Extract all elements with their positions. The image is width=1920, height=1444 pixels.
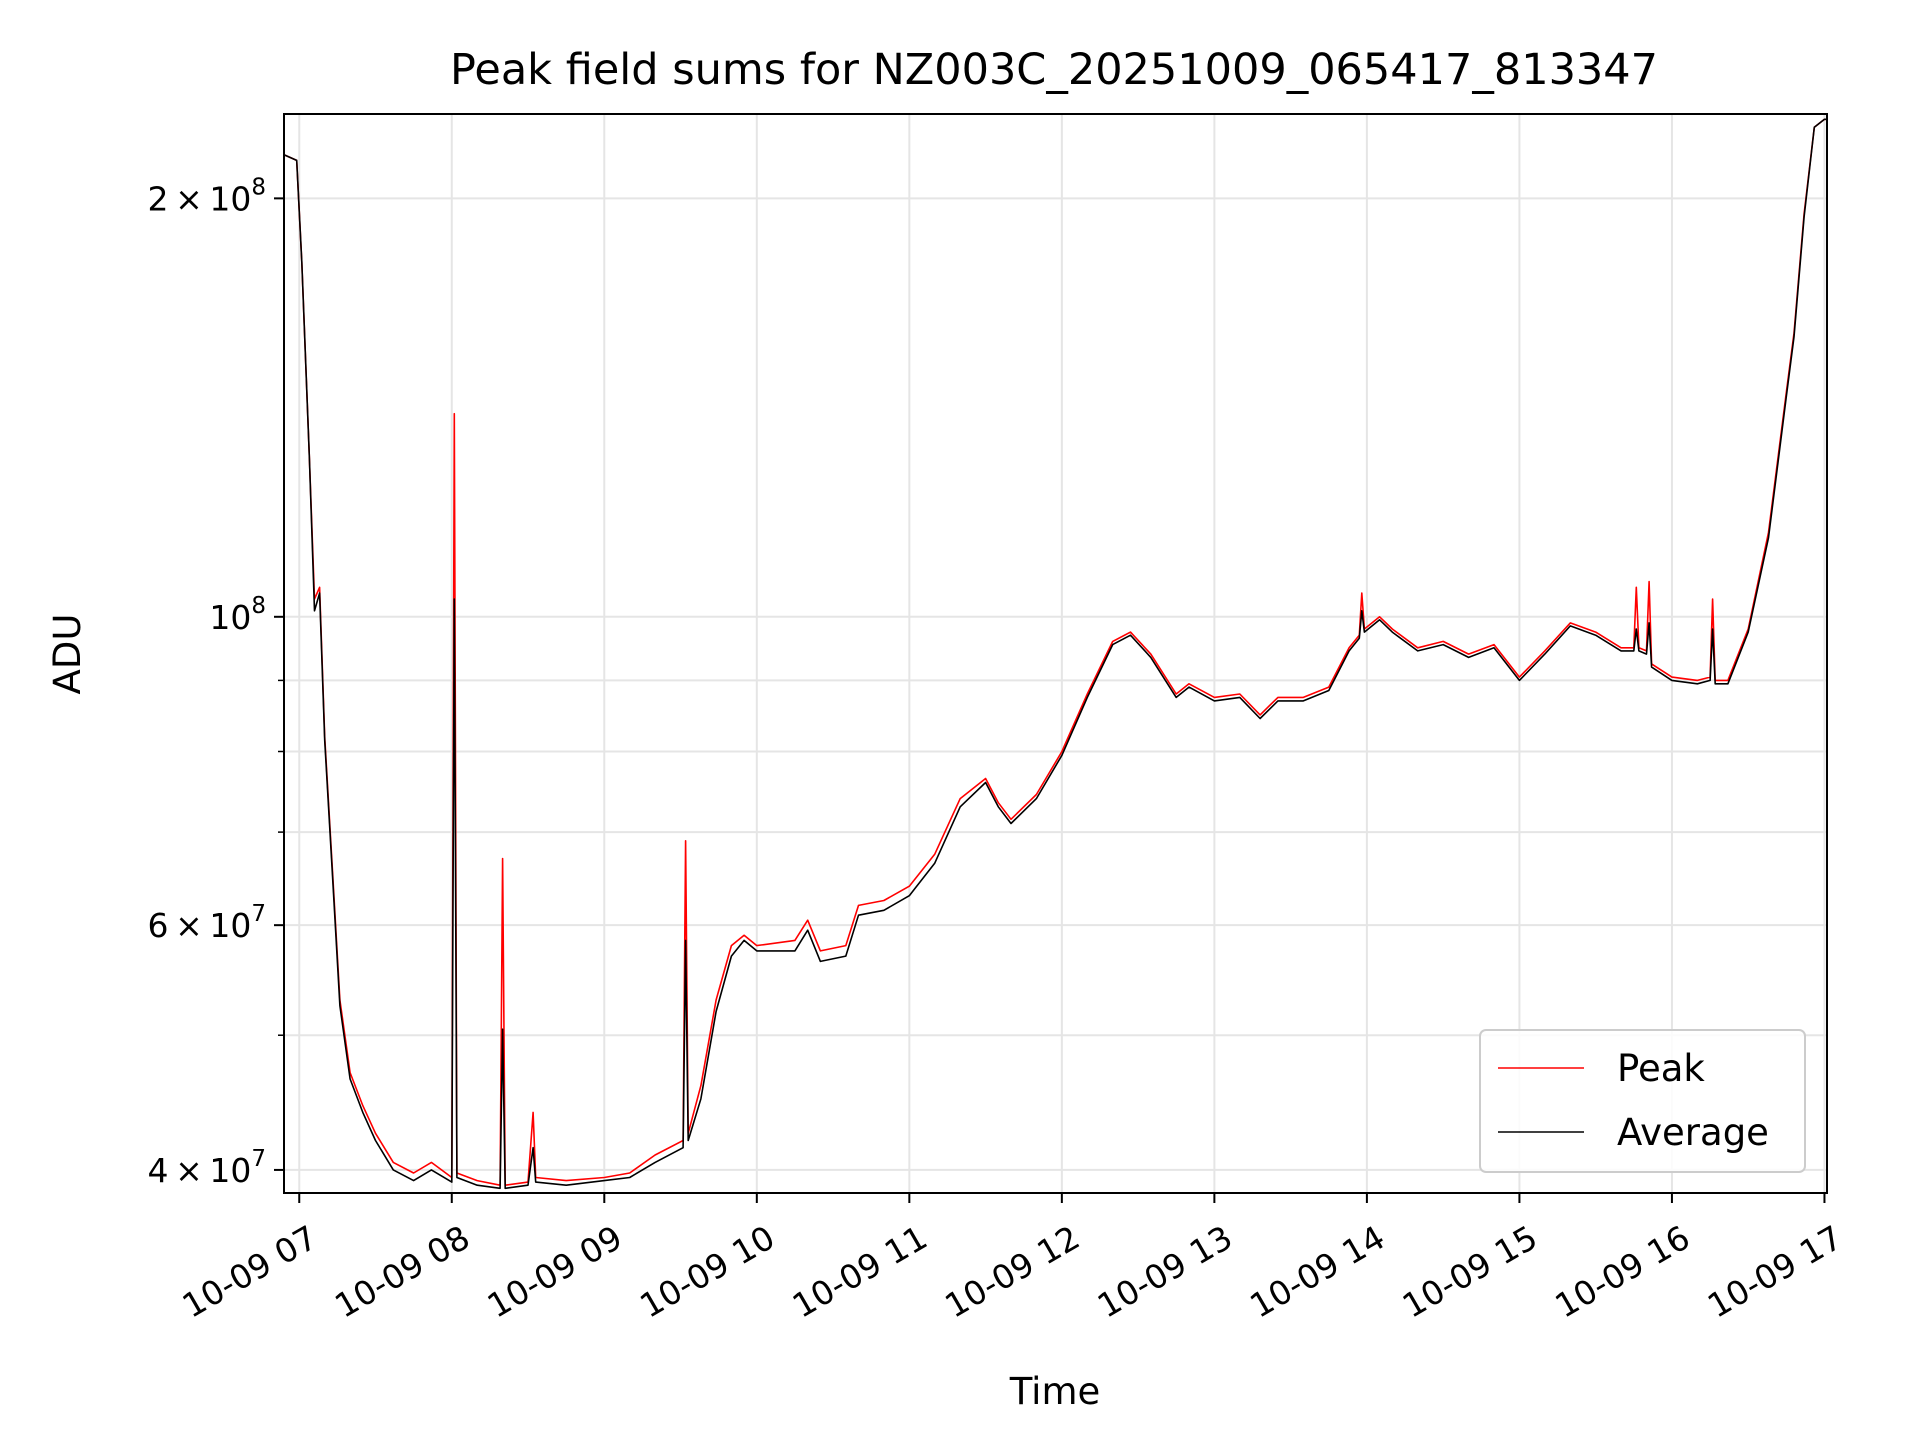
series-layer bbox=[284, 118, 1827, 1190]
x-axis-label: Time bbox=[1009, 1370, 1101, 1413]
y-tick-label-base: 6 × 10 bbox=[148, 906, 252, 945]
legend: Peak Average bbox=[1479, 1029, 1806, 1173]
y-tick-label-base: 10 bbox=[209, 598, 251, 637]
plot-frame bbox=[283, 113, 1828, 1194]
y-tick-label-exponent: 8 bbox=[251, 174, 266, 200]
grid-layer bbox=[284, 114, 1827, 1193]
y-axis-label: ADU bbox=[46, 614, 89, 695]
series-line-average bbox=[284, 118, 1827, 1190]
y-tick-label: 6 × 107 bbox=[148, 901, 266, 945]
y-tick-label: 4 × 107 bbox=[148, 1146, 266, 1190]
y-tick-label-exponent: 7 bbox=[251, 1146, 266, 1172]
y-tick-label-base: 4 × 10 bbox=[148, 1151, 252, 1190]
y-tick-label-exponent: 8 bbox=[251, 593, 266, 619]
y-tick-label: 108 bbox=[209, 593, 266, 637]
y-tick-label: 2 × 108 bbox=[148, 174, 266, 218]
legend-box bbox=[1479, 1029, 1806, 1173]
chart-title: Peak field sums for NZ003C_20251009_0654… bbox=[450, 45, 1658, 95]
y-tick-label-base: 2 × 10 bbox=[148, 179, 252, 218]
series-line-peak bbox=[284, 118, 1827, 1186]
y-tick-label-exponent: 7 bbox=[251, 901, 266, 927]
legend-average-label: Average bbox=[1617, 1111, 1769, 1154]
legend-peak-label: Peak bbox=[1617, 1047, 1705, 1090]
